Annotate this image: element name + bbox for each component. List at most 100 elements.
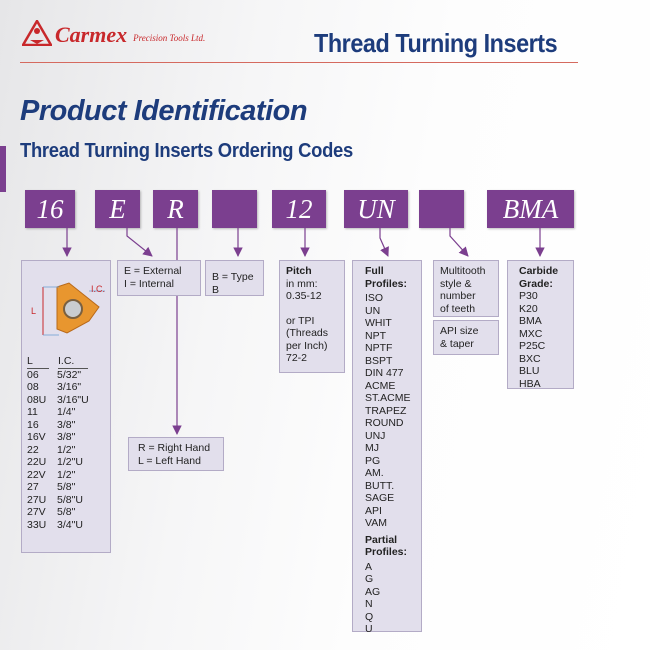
typeb-box: B = Type B	[205, 260, 264, 296]
multitooth-line: of teeth	[440, 302, 476, 315]
ic-value: 5/8"	[57, 481, 76, 493]
grade-list: P30 K20 BMA MXC P25C BXC BLU HBA	[519, 290, 567, 390]
hand-right: R = Right Hand	[138, 442, 211, 454]
brand-sub: Precision Tools Ltd.	[133, 33, 206, 43]
l-value: 16V	[27, 431, 46, 443]
full-profiles-list: ISO UN WHIT NPT NPTF BSPT DIN 477 ACME ST.ACME TR…	[365, 292, 415, 530]
ic-value: 3/16"	[57, 381, 82, 393]
l-value: 06	[27, 368, 39, 381]
ic-value: 3/4"U	[57, 518, 83, 531]
header-divider	[20, 62, 578, 63]
size-row: 27U 5/8"U	[27, 494, 105, 507]
ic-value: 5/8"U	[57, 493, 83, 506]
size-row: 27 5/8"	[27, 481, 105, 494]
ic-value: 1/2"U	[57, 456, 83, 468]
partial-profile-item: G	[365, 573, 374, 585]
pitch-tpi-2: (Threads	[286, 327, 329, 339]
pitch-mm-range: 0.35-12	[286, 290, 322, 302]
multitooth-line: Multitooth	[440, 265, 486, 277]
full-profile-item: UNJ	[365, 429, 386, 442]
header-title: Thread Turning Inserts	[314, 28, 558, 58]
grade-title: Carbide	[519, 265, 559, 277]
grade-item: BMA	[519, 315, 542, 327]
l-value: 08	[27, 381, 39, 393]
ic-value: 5/8"	[57, 506, 76, 518]
full-profile-item: BSPT	[365, 354, 393, 367]
full-profile-item: TRAPEZ	[365, 404, 407, 417]
type-internal: I = Internal	[124, 277, 174, 290]
pitch-title: Pitch	[286, 265, 312, 277]
insert-diagram: L I.C.	[27, 265, 105, 349]
code-hand: R	[153, 190, 198, 228]
grade-item: P30	[519, 290, 538, 302]
size-row: 22V 1/2"	[27, 469, 105, 482]
ic-value: 1/2"	[57, 443, 76, 456]
full-profile-item: PG	[365, 454, 381, 467]
size-header: L I.C.	[27, 355, 105, 369]
full-profile-item: ROUND	[365, 417, 404, 429]
size-row: 27V 5/8"	[27, 506, 105, 519]
full-profile-item: UN	[365, 304, 381, 317]
grade-item: P25C	[519, 340, 546, 352]
grade-box: Carbide Grade: P30 K20 BMA MXC P25C BXC BLU HBA	[507, 260, 574, 390]
grade-item: K20	[519, 302, 538, 315]
ic-value: 1/4"	[57, 406, 76, 418]
full-profile-item: NPT	[365, 329, 386, 342]
grade-item: BXC	[519, 352, 541, 365]
arrow-profile	[379, 228, 389, 257]
full-profile-item: API	[365, 504, 382, 517]
multitooth-box: Multitooth style & number of teeth	[433, 260, 499, 317]
api-box: API size & taper	[433, 320, 499, 355]
col-l: L	[27, 355, 49, 369]
grade-item: HBA	[519, 377, 541, 390]
pitch-tpi-range: 72-2	[286, 352, 308, 364]
code-profile: UN	[344, 190, 408, 228]
l-value: 27	[27, 481, 39, 493]
arrow-type	[126, 228, 153, 257]
size-row: 22 1/2"	[27, 444, 105, 457]
full-profile-item: ST.ACME	[365, 392, 411, 404]
code-multitooth	[419, 190, 464, 228]
l-value: 33U	[27, 518, 47, 531]
l-value: 22	[27, 443, 39, 456]
ic-value: 3/8"	[57, 418, 76, 431]
type-external: E = External	[124, 265, 182, 277]
size-table: 06 5/32" 08 3/16" 08U 3/16"U 11 1/4" 16 3/8" 16V 3/…	[27, 369, 105, 532]
size-row: 06 5/32"	[27, 369, 105, 382]
l-value: 08U	[27, 393, 47, 406]
partial-profile-item: N	[365, 598, 373, 610]
partial-profiles-title: Partial	[365, 533, 398, 546]
partial-profile-item: U	[365, 623, 373, 635]
ic-value: 1/2"	[57, 468, 76, 481]
insert-icon	[42, 282, 105, 336]
l-value: 11	[27, 406, 38, 418]
type-box: E = External I = Internal	[117, 260, 201, 296]
api-line: & taper	[440, 337, 474, 350]
carmex-logo: Carmex Precision Tools Ltd.	[22, 20, 205, 46]
full-profile-item: DIN 477	[365, 367, 404, 379]
size-row: 16V 3/8"	[27, 431, 105, 444]
code-typeb	[212, 190, 257, 228]
diagram-ic-label: I.C.	[91, 284, 106, 294]
size-box: L I.C. L I.C. 06 5/32" 08 3/16" 08U 3/16"U 11 1…	[21, 260, 111, 553]
full-profile-item: ISO	[365, 292, 384, 304]
full-profiles-title: Full	[365, 265, 384, 277]
partial-profiles-list: A G AG N Q U	[365, 561, 415, 636]
multitooth-line: number	[440, 290, 476, 302]
pitch-tpi-3: per Inch)	[286, 339, 328, 352]
size-row: 16 3/8"	[27, 419, 105, 432]
full-profile-item: SAGE	[365, 492, 395, 504]
multitooth-line: style &	[440, 277, 472, 290]
size-row: 08U 3/16"U	[27, 394, 105, 407]
size-row: 08 3/16"	[27, 381, 105, 394]
l-value: 22V	[27, 468, 46, 481]
full-profile-item: VAM	[365, 517, 387, 529]
full-profiles-title-2: Profiles:	[365, 277, 408, 290]
ic-value: 5/32"	[57, 368, 82, 381]
l-value: 16	[27, 418, 39, 431]
l-value: 22U	[27, 456, 47, 468]
partial-profile-item: AG	[365, 585, 381, 598]
full-profile-item: AM. BUTT.	[365, 467, 395, 492]
code-pitch: 12	[272, 190, 326, 228]
full-profile-item: MJ	[365, 442, 379, 454]
